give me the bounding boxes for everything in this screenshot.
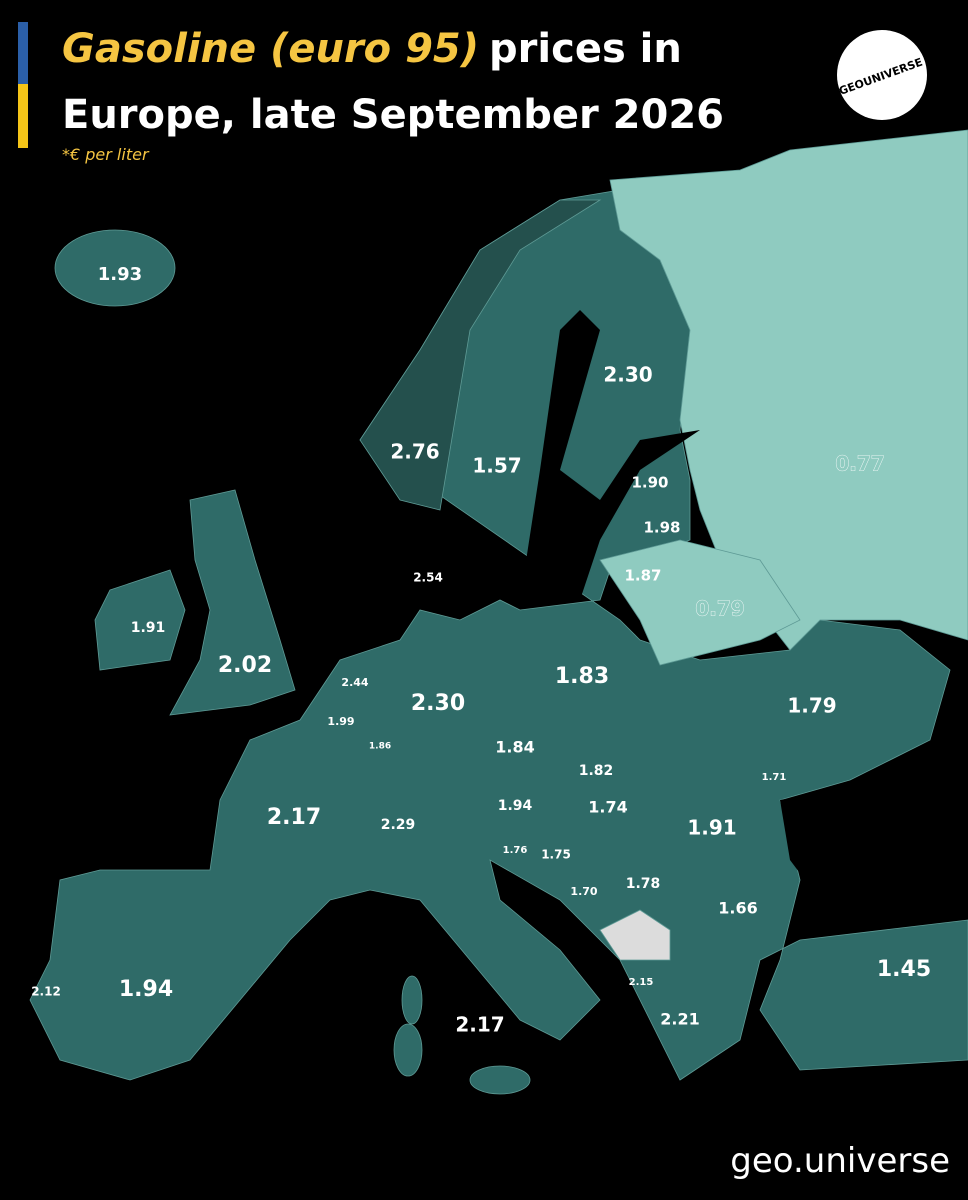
norway (359, 199, 602, 511)
footer: geo.universe (730, 1141, 950, 1181)
price-label: 1.90 (631, 474, 668, 492)
price-label: 2.21 (660, 1010, 699, 1029)
subtitle: *€ per liter (62, 145, 150, 164)
flag-blue (18, 22, 28, 84)
price-label: 2.44 (341, 676, 368, 689)
price-label: 1.76 (503, 845, 528, 856)
corsica (401, 975, 423, 1025)
logo-circle (837, 30, 927, 120)
price-label: 1.79 (787, 694, 836, 718)
price-label: 2.17 (267, 805, 321, 830)
flag-yellow (18, 84, 28, 148)
price-label: 2.12 (31, 985, 61, 999)
price-label: 1.74 (588, 798, 627, 817)
price-label: 2.30 (603, 363, 652, 387)
price-label: 0.79 (695, 597, 744, 621)
price-label: 0.77 (835, 452, 884, 476)
iceland (54, 229, 176, 307)
title-line2: Europe, late September 2026 (62, 92, 724, 138)
price-label: 1.82 (579, 763, 614, 779)
kosovo-area (599, 909, 671, 961)
price-label: 2.02 (218, 653, 272, 678)
price-label: 1.91 (687, 816, 736, 840)
black-sea (780, 760, 940, 900)
price-label: 1.93 (98, 264, 142, 285)
price-label: 1.94 (119, 977, 173, 1002)
price-label: 2.76 (390, 440, 439, 464)
price-label: 1.84 (495, 738, 534, 757)
price-label: 1.99 (327, 715, 354, 728)
belarus (599, 539, 801, 666)
price-label: 1.75 (541, 848, 571, 862)
price-label: 2.29 (381, 817, 416, 833)
price-label: 1.91 (131, 620, 166, 636)
price-label: 1.83 (555, 664, 609, 689)
price-label: 1.45 (877, 957, 931, 982)
price-label: 2.30 (411, 691, 465, 716)
land (29, 129, 968, 1095)
price-label: 1.57 (472, 454, 521, 478)
price-label: 2.54 (413, 571, 443, 585)
price-label: 1.71 (762, 772, 787, 783)
price-label: 1.70 (570, 885, 597, 898)
price-label: 1.98 (643, 519, 680, 537)
price-label: 2.17 (455, 1013, 504, 1037)
price-label: 1.86 (369, 742, 391, 752)
labels: 1.93 2.30 2.76 1.57 0.77 1.90 1.98 1.87 2.54 0.79… (31, 264, 931, 1037)
price-label: 2.15 (629, 977, 654, 988)
title-highlight: Gasoline (euro 95) (62, 26, 479, 72)
price-label: 1.78 (626, 876, 661, 892)
title-rest: prices in (489, 26, 682, 72)
baltic-sea (520, 310, 700, 600)
price-label: 1.87 (624, 567, 661, 585)
title: Gasoline (euro 95) prices in (62, 26, 682, 72)
price-label: 1.66 (718, 899, 757, 918)
ireland (94, 569, 186, 671)
sardinia (393, 1023, 423, 1077)
great-britain (169, 489, 296, 716)
sicily (469, 1065, 531, 1095)
price-label: 1.94 (498, 798, 533, 814)
